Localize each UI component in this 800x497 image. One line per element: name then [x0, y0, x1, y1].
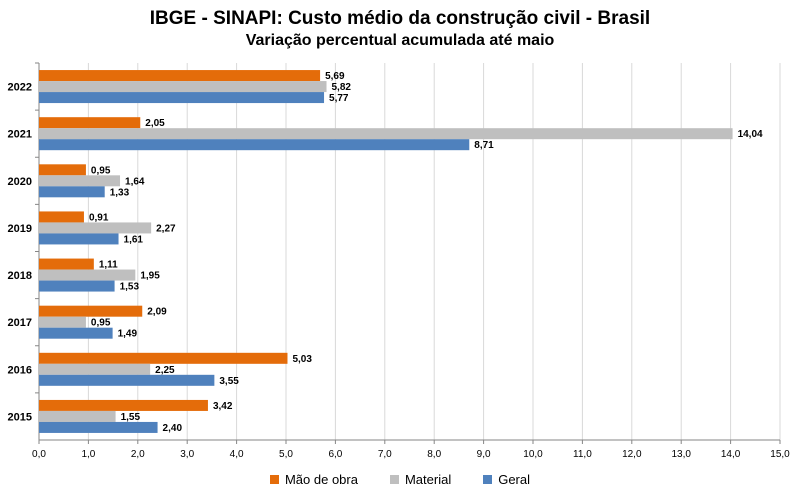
- x-tick-label: 7,0: [378, 449, 392, 460]
- x-tick-label: 4,0: [230, 449, 244, 460]
- x-tick-label: 8,0: [427, 449, 441, 460]
- data-label: 5,77: [329, 93, 349, 104]
- data-label: 1,11: [99, 260, 118, 271]
- bar: [39, 186, 105, 198]
- category-label: 2022: [8, 82, 32, 94]
- bar: [39, 410, 116, 422]
- legend-swatch: [389, 475, 399, 484]
- bar: [39, 175, 121, 187]
- bar: [39, 81, 327, 93]
- legend-item: Geral: [483, 472, 530, 487]
- x-tick-label: 9,0: [477, 449, 491, 460]
- data-label: 2,27: [156, 223, 176, 234]
- legend-label: Geral: [498, 472, 531, 487]
- x-tick-label: 1,0: [81, 449, 95, 460]
- data-label: 2,25: [155, 365, 175, 376]
- bar: [39, 211, 84, 223]
- data-label: 1,61: [124, 234, 144, 245]
- data-label: 8,71: [474, 140, 494, 151]
- bar: [39, 269, 136, 281]
- x-tick-label: 14,0: [721, 449, 741, 460]
- bar: [39, 233, 119, 245]
- bar: [39, 139, 470, 151]
- data-label: 3,55: [219, 376, 239, 387]
- legend-swatch: [483, 475, 493, 484]
- x-tick-label: 15,0: [770, 449, 790, 460]
- bar: [39, 258, 94, 270]
- legend-item: Mão de obra: [269, 472, 358, 487]
- data-label: 0,95: [91, 318, 111, 329]
- category-label: 2016: [8, 364, 32, 376]
- bar: [39, 352, 288, 364]
- bar: [39, 128, 733, 140]
- legend: Mão de obra Material Geral: [0, 472, 800, 487]
- x-tick-label: 10,0: [523, 449, 543, 460]
- bar: [39, 280, 115, 292]
- chart-title: IBGE - SINAPI: Custo médio da construção…: [149, 8, 651, 29]
- bar: [39, 363, 151, 375]
- bar: [39, 316, 86, 328]
- bar: [39, 305, 143, 317]
- x-tick-label: 0,0: [32, 449, 46, 460]
- data-label: 1,64: [125, 176, 145, 187]
- bar: [39, 327, 113, 339]
- data-label: 1,53: [120, 282, 140, 293]
- category-label: 2019: [8, 223, 32, 235]
- data-label: 0,95: [91, 165, 111, 176]
- data-label: 0,91: [89, 212, 109, 223]
- data-label: 14,04: [738, 129, 763, 140]
- bar: [39, 399, 208, 411]
- data-label: 5,03: [292, 354, 312, 365]
- bar: [39, 222, 152, 234]
- data-label: 3,42: [213, 401, 233, 412]
- x-tick-label: 11,0: [573, 449, 592, 460]
- category-label: 2015: [8, 411, 32, 423]
- bar: [39, 374, 215, 386]
- x-tick-label: 3,0: [180, 449, 194, 460]
- bar: [39, 117, 141, 129]
- category-label: 2020: [8, 176, 32, 188]
- category-label: 2018: [8, 270, 32, 282]
- data-label: 5,69: [325, 71, 345, 82]
- bar: [39, 70, 321, 82]
- legend-item: Material: [389, 472, 452, 487]
- data-label: 1,33: [110, 187, 130, 198]
- category-label: 2017: [8, 317, 32, 329]
- data-label: 2,05: [145, 118, 165, 129]
- data-label: 1,95: [140, 271, 160, 282]
- x-tick-label: 5,0: [279, 449, 293, 460]
- x-tick-label: 12,0: [622, 449, 642, 460]
- data-label: 2,40: [163, 423, 183, 434]
- x-tick-label: 13,0: [671, 449, 691, 460]
- x-tick-label: 2,0: [131, 449, 145, 460]
- bar: [39, 164, 86, 176]
- legend-label: Mão de obra: [284, 472, 358, 487]
- data-label: 1,55: [121, 412, 141, 423]
- data-label: 2,09: [147, 307, 167, 318]
- category-label: 2021: [8, 129, 32, 141]
- bar: [39, 92, 325, 104]
- data-label: 1,49: [118, 329, 138, 340]
- x-tick-label: 6,0: [328, 449, 342, 460]
- legend-label: Material: [404, 472, 452, 487]
- data-label: 5,82: [332, 82, 352, 93]
- legend-swatch: [269, 475, 279, 484]
- bar: [39, 421, 158, 433]
- chart-subtitle: Variação percentual acumulada até maio: [245, 32, 555, 49]
